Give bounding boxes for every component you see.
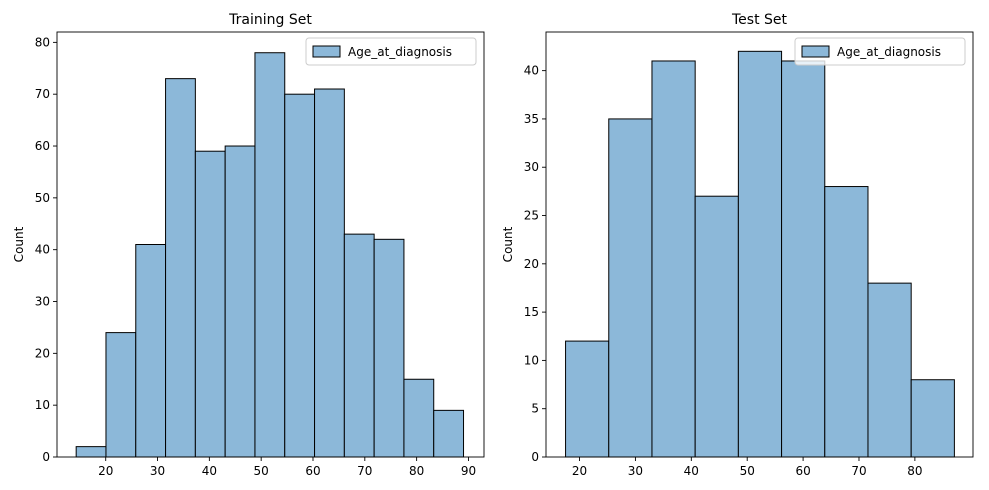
panel-0-bar: [224, 145, 256, 458]
panel-1-x-tick-label: 50: [740, 464, 755, 478]
panel-1-bar: [781, 60, 826, 458]
panel-1-bar: [910, 379, 955, 458]
panel-0-x-tick-label: 70: [357, 464, 372, 478]
panel-1-bar: [694, 195, 739, 458]
panel-0-y-tick-label: 30: [35, 295, 50, 309]
panel-1-bar: [651, 60, 696, 458]
panel-1-x-tick-label: 70: [851, 464, 866, 478]
panel-0-x-tick-label: 40: [202, 464, 217, 478]
panel-0-y-tick-label: 50: [35, 191, 50, 205]
panel-0-legend-swatch: [312, 45, 341, 58]
panel-0-y-tick-label: 0: [42, 450, 50, 464]
panel-0-y-tick-label: 80: [35, 35, 50, 49]
panel-0-bar: [165, 78, 196, 458]
panel-0-axes-frame: [56, 31, 485, 458]
panel-1-y-tick-label: 10: [524, 353, 539, 367]
panel-1-axes-frame: [545, 31, 974, 458]
panel-1-bar: [565, 340, 610, 458]
panel-1-x-tick-label: 30: [628, 464, 643, 478]
panel-0-legend-label: Age_at_diagnosis: [348, 45, 452, 59]
panel-0-x-tick-label: 20: [98, 464, 113, 478]
panel-0-x-tick-label: 50: [254, 464, 269, 478]
panel-1-x-tick-label: 80: [907, 464, 922, 478]
panel-1-x-tick-label: 40: [684, 464, 699, 478]
panel-1-y-tick-label: 40: [524, 64, 539, 78]
panel-0-bar: [403, 378, 435, 458]
panel-0-y-tick-label: 40: [35, 243, 50, 257]
panel-0-y-tick-label: 20: [35, 346, 50, 360]
panel-1-legend-swatch: [801, 45, 830, 58]
panel-0-bar: [135, 244, 167, 458]
panel-0-bar: [433, 409, 465, 458]
panel-0-bar: [254, 52, 286, 458]
panel-1-y-tick-label: 15: [524, 305, 539, 319]
panel-0-x-tick-label: 60: [305, 464, 320, 478]
panel-0-bar: [343, 233, 375, 458]
panel-0-legend: [305, 37, 477, 66]
panel-0-y-axis-label: Count: [12, 226, 26, 262]
panel-1-x-tick-label: 60: [795, 464, 810, 478]
panel-0-bar: [105, 332, 137, 458]
panel-0-bar: [75, 446, 107, 458]
panel-0-y-tick-label: 70: [35, 87, 50, 101]
panel-0-bar: [194, 150, 226, 458]
panel-1-bar: [608, 118, 653, 458]
panel-1-legend: [794, 37, 966, 66]
panel-1-y-tick-label: 0: [531, 450, 539, 464]
panel-0-x-tick-label: 90: [461, 464, 476, 478]
panel-0-x-tick-label: 80: [409, 464, 424, 478]
panel-1-y-tick-label: 20: [524, 257, 539, 271]
panel-1-y-tick-label: 25: [524, 209, 539, 223]
panel-0-bar: [373, 238, 405, 458]
panel-1-y-tick-label: 35: [524, 112, 539, 126]
panel-1-bar: [867, 282, 912, 458]
panel-1-bar: [737, 50, 783, 458]
panel-0-x-tick-label: 30: [150, 464, 165, 478]
panel-0-y-tick-label: 10: [35, 398, 50, 412]
training-set-chart: 20 30 40 50 60 70 80 90 0 10 20 30 40 50 60 70 80 Trainin…: [12, 12, 485, 478]
panel-1-y-axis-label: Count: [501, 226, 515, 262]
panel-0-title: Training Set: [228, 12, 312, 28]
panel-1-bar: [824, 186, 869, 458]
panel-0-bar: [284, 93, 316, 458]
panel-1-title: Test Set: [731, 12, 788, 28]
test-set-chart: 20 30 40 50 60 70 80 0 5 10 15 20 25 30 35 40 Test Set Co…: [501, 12, 974, 478]
panel-1-legend-label: Age_at_diagnosis: [837, 45, 941, 59]
panel-1-y-tick-label: 5: [531, 402, 539, 416]
panel-0-y-tick-label: 60: [35, 139, 50, 153]
panel-1-x-tick-label: 20: [572, 464, 587, 478]
panel-1-y-tick-label: 30: [524, 160, 539, 174]
panel-0-bar: [314, 88, 345, 458]
